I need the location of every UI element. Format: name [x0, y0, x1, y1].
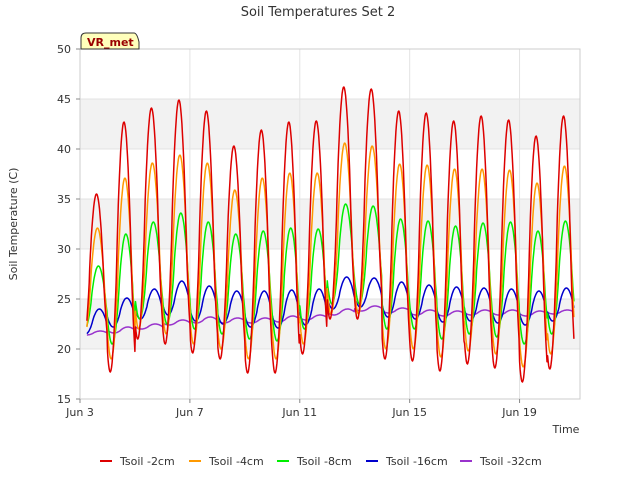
chart-title: Soil Temperatures Set 2 — [241, 5, 396, 20]
y-tick-label: 45 — [57, 93, 71, 106]
vr-met-annotation: VR_met — [80, 32, 140, 50]
legend-label: Tsoil -8cm — [296, 455, 352, 468]
x-tick-label: Jun 3 — [65, 406, 94, 419]
background-band — [80, 99, 580, 149]
legend-label: Tsoil -32cm — [479, 455, 542, 468]
legend-label: Tsoil -16cm — [385, 455, 448, 468]
x-tick-label: Jun 19 — [501, 406, 537, 419]
x-tick-label: Jun 15 — [391, 406, 427, 419]
series-line-tsoil2cm — [86, 86, 575, 383]
legend: Tsoil -2cm Tsoil -4cm Tsoil -8cm Tsoil -16c… — [100, 455, 542, 468]
y-tick-label: 40 — [57, 143, 71, 156]
series-layer — [86, 86, 575, 383]
legend-label: Tsoil -4cm — [208, 455, 264, 468]
legend-label: Tsoil -2cm — [119, 455, 175, 468]
x-axis-label: Time — [552, 423, 580, 436]
annotation-box — [80, 32, 140, 50]
y-tick-label: 15 — [57, 393, 71, 406]
y-tick-label: 35 — [57, 193, 71, 206]
x-tick-label: Jun 11 — [281, 406, 317, 419]
y-tick-label: 20 — [57, 343, 71, 356]
background-band — [80, 199, 580, 249]
y-tick-label: 25 — [57, 293, 71, 306]
y-axis-label: Soil Temperature (C) — [7, 168, 20, 281]
annotation-label: VR_met — [87, 36, 134, 49]
y-tick-label: 30 — [57, 243, 71, 256]
x-axis-ticks: Jun 3 Jun 7 Jun 11 Jun 15 Jun 19 — [65, 399, 537, 419]
x-tick-label: Jun 7 — [175, 406, 204, 419]
y-axis-ticks: 15 20 25 30 35 40 45 50 — [57, 43, 80, 406]
y-tick-label: 50 — [57, 43, 71, 56]
plot-area-frame — [79, 48, 581, 400]
